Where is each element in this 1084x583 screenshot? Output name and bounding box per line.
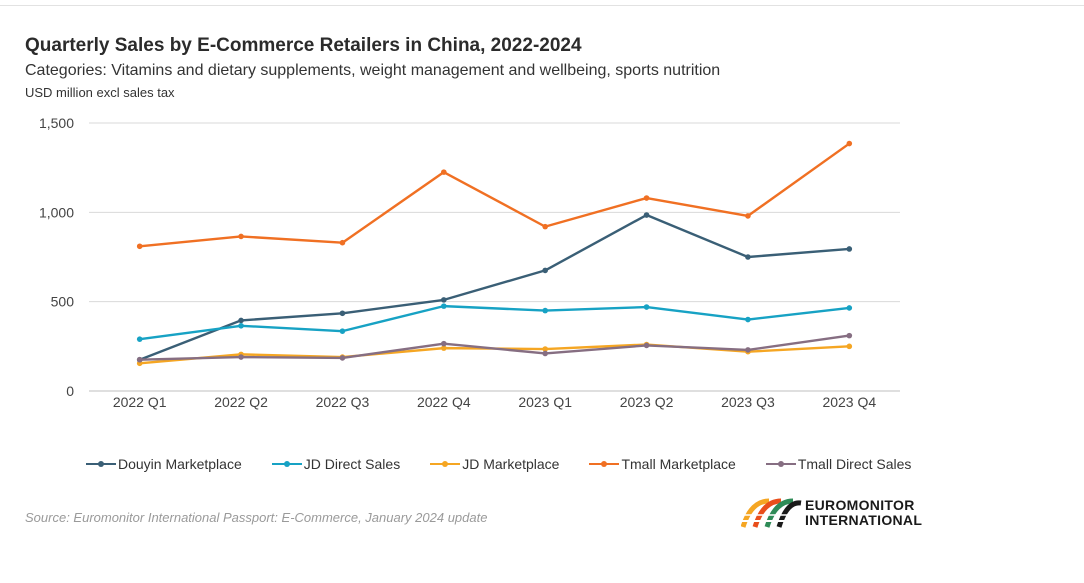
- legend-item-jd-marketplace: JD Marketplace: [430, 456, 559, 472]
- data-point-douyin-marketplace: [339, 310, 346, 317]
- data-point-tmall-marketplace: [846, 140, 853, 147]
- euromonitor-logo: EUROMONITOR INTERNATIONAL: [740, 497, 941, 531]
- data-point-jd-direct-sales: [643, 304, 650, 310]
- data-point-douyin-marketplace: [441, 297, 447, 303]
- y-tick-label: 1,000: [39, 204, 74, 220]
- legend-swatch: [765, 459, 796, 469]
- legend-item-douyin-marketplace: Douyin Marketplace: [86, 456, 242, 472]
- series-line-tmall-marketplace: [139, 142, 851, 248]
- series-line-jd-marketplace: [139, 343, 850, 365]
- data-point-tmall-direct-sales: [643, 342, 650, 349]
- data-point-tmall-direct-sales: [441, 340, 447, 347]
- data-point-tmall-direct-sales: [136, 356, 143, 363]
- data-point-tmall-marketplace: [542, 223, 548, 230]
- legend-item-tmall-marketplace: Tmall Marketplace: [589, 456, 736, 472]
- legend-label: Tmall Marketplace: [621, 456, 736, 472]
- data-point-douyin-marketplace: [643, 212, 650, 218]
- x-tick-label: 2022 Q1: [113, 394, 167, 410]
- euromonitor-logo-icon: [740, 498, 803, 528]
- legend-swatch: [271, 459, 302, 469]
- data-point-tmall-marketplace: [745, 213, 751, 219]
- data-point-jd-marketplace: [846, 343, 853, 350]
- data-point-jd-direct-sales: [136, 336, 143, 342]
- x-tick-label: 2023 Q2: [620, 394, 674, 410]
- legend-swatch: [86, 459, 116, 469]
- legend-label: Tmall Direct Sales: [797, 456, 912, 472]
- data-point-tmall-marketplace: [643, 195, 650, 201]
- data-point-tmall-marketplace: [441, 169, 447, 175]
- data-point-jd-direct-sales: [339, 328, 346, 334]
- top-divider: [0, 5, 1084, 6]
- logo-line-1: EUROMONITOR: [805, 497, 915, 513]
- series-line-tmall-direct-sales: [139, 334, 850, 361]
- data-point-tmall-direct-sales: [846, 332, 853, 339]
- source-note: Source: Euromonitor International Passpo…: [25, 510, 488, 525]
- data-point-douyin-marketplace: [542, 267, 548, 274]
- x-tick-label: 2023 Q3: [721, 394, 775, 410]
- data-point-tmall-direct-sales: [339, 355, 346, 361]
- line-chart: 0 500 1,000 1,500 2022 Q1 2022 Q2 2022 Q3 2022 …: [39, 115, 900, 410]
- x-tick-label: 2022 Q2: [214, 394, 268, 410]
- data-point-tmall-direct-sales: [745, 347, 751, 353]
- data-point-tmall-marketplace: [238, 233, 244, 240]
- y-tick-label: 500: [51, 294, 75, 310]
- data-point-douyin-marketplace: [745, 254, 751, 260]
- chart-legend: Douyin Marketplace JD Direct Sales JD Mark…: [86, 454, 941, 474]
- data-point-jd-direct-sales: [542, 307, 548, 314]
- series-line-douyin-marketplace: [139, 213, 850, 361]
- legend-item-jd-direct-sales: JD Direct Sales: [271, 456, 401, 472]
- logo-text: EUROMONITOR INTERNATIONAL: [805, 498, 922, 528]
- y-tick-label: 0: [66, 383, 74, 399]
- x-tick-label: 2023 Q1: [518, 394, 572, 410]
- data-point-jd-marketplace: [441, 345, 447, 351]
- units-label: USD million excl sales tax: [25, 85, 175, 100]
- data-point-tmall-direct-sales: [542, 350, 548, 357]
- legend-label: Douyin Marketplace: [118, 456, 242, 472]
- legend-swatch: [430, 459, 461, 469]
- data-point-tmall-direct-sales: [238, 354, 244, 360]
- chart-subtitle: Categories: Vitamins and dietary supplem…: [25, 62, 721, 79]
- data-point-douyin-marketplace: [238, 317, 244, 324]
- x-tick-label: 2022 Q3: [316, 394, 370, 410]
- data-point-jd-direct-sales: [238, 322, 244, 329]
- data-point-douyin-marketplace: [846, 246, 853, 252]
- x-tick-label: 2022 Q4: [417, 394, 471, 410]
- logo-line-2: INTERNATIONAL: [805, 512, 923, 528]
- data-point-jd-direct-sales: [745, 316, 751, 323]
- data-point-tmall-marketplace: [136, 243, 143, 250]
- x-tick-label: 2023 Q4: [822, 394, 876, 410]
- series-line-jd-direct-sales: [139, 304, 850, 341]
- data-point-jd-marketplace: [542, 346, 548, 352]
- data-point-jd-direct-sales: [441, 303, 447, 309]
- data-point-jd-direct-sales: [846, 305, 853, 311]
- legend-swatch: [589, 459, 620, 469]
- legend-label: JD Direct Sales: [303, 456, 401, 472]
- y-tick-label: 1,500: [39, 115, 74, 131]
- legend-item-tmall-direct-sales: Tmall Direct Sales: [765, 456, 912, 472]
- data-point-tmall-marketplace: [339, 239, 346, 246]
- legend-label: JD Marketplace: [462, 456, 560, 472]
- chart-title: Quarterly Sales by E-Commerce Retailers …: [25, 35, 582, 56]
